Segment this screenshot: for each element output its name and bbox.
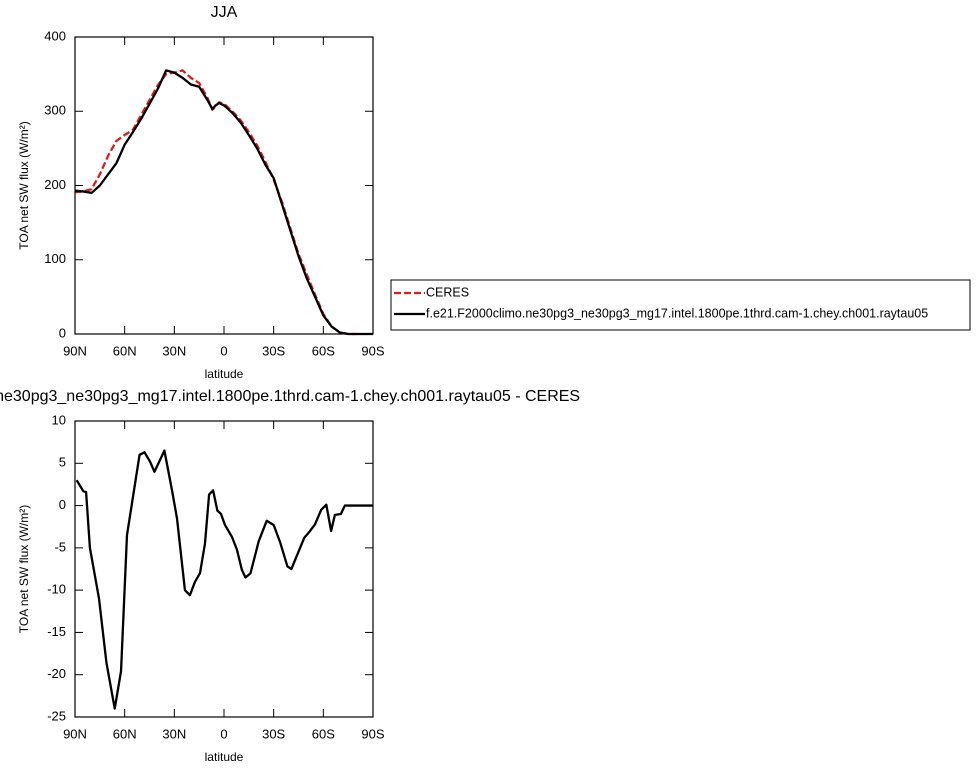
x-tick-label: 60S — [312, 726, 335, 741]
chart-title: f.e21.F2000climo.ne30pg3_ne30pg3_mg17.in… — [0, 388, 580, 405]
x-axis-label: latitude — [205, 750, 244, 764]
x-tick-label: 90S — [361, 343, 384, 358]
x-tick-label: 90N — [63, 343, 87, 358]
y-tick-label: 5 — [59, 455, 66, 470]
x-tick-label: 60N — [113, 726, 137, 741]
y-tick-label: -25 — [47, 708, 66, 723]
y-axis-label: TOA net SW flux (W/m²) — [17, 505, 31, 633]
y-tick-label: 400 — [44, 28, 66, 43]
y-axis-label: TOA net SW flux (W/m²) — [17, 121, 31, 249]
x-tick-label: 30N — [162, 343, 186, 358]
x-tick-label: 90S — [361, 726, 384, 741]
x-axis-label: latitude — [205, 367, 244, 381]
chart-title: JJA — [211, 4, 238, 21]
y-tick-label: -20 — [47, 666, 66, 681]
legend-label: CERES — [426, 285, 469, 299]
y-tick-label: 0 — [59, 325, 66, 340]
x-tick-label: 0 — [220, 343, 227, 358]
legend-label: f.e21.F2000climo.ne30pg3_ne30pg3_mg17.in… — [426, 306, 928, 320]
y-tick-label: 300 — [44, 103, 66, 118]
plot-frame — [74, 420, 374, 718]
y-tick-label: -15 — [47, 624, 66, 639]
legend-box — [390, 279, 971, 331]
y-tick-label: 0 — [59, 497, 66, 512]
x-tick-label: 60S — [312, 343, 335, 358]
x-tick-label: 0 — [220, 726, 227, 741]
data-line — [75, 449, 373, 710]
data-line — [74, 69, 357, 336]
y-tick-label: -5 — [54, 539, 66, 554]
y-tick-label: 10 — [52, 412, 66, 427]
y-tick-label: 100 — [44, 251, 66, 266]
x-tick-label: 90N — [63, 726, 87, 741]
x-tick-label: 30N — [162, 726, 186, 741]
x-tick-label: 30S — [262, 726, 285, 741]
x-tick-label: 60N — [113, 343, 137, 358]
y-tick-label: 200 — [44, 177, 66, 192]
y-tick-label: -10 — [47, 582, 66, 597]
data-line — [74, 69, 373, 336]
x-tick-label: 30S — [262, 343, 285, 358]
plot-frame — [74, 36, 374, 335]
